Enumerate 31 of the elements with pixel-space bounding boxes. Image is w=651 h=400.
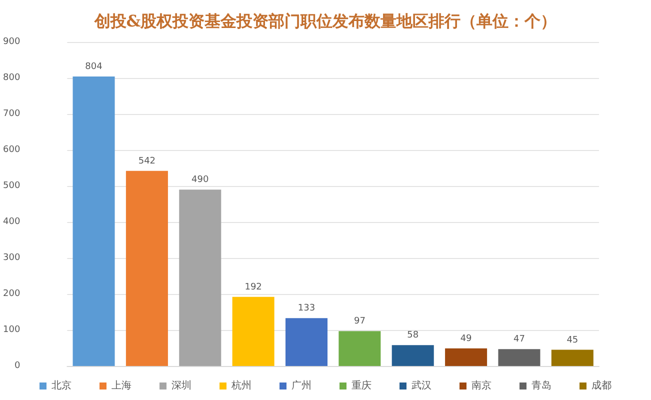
data-label: 804 — [85, 62, 103, 72]
y-tick-label: 500 — [2, 181, 20, 191]
legend-label: 深圳 — [172, 380, 192, 392]
y-tick-label: 400 — [2, 217, 20, 227]
data-label: 58 — [407, 330, 419, 341]
legend-label: 成都 — [592, 380, 612, 392]
data-label: 490 — [192, 175, 209, 186]
y-tick-label: 300 — [2, 253, 20, 263]
legend-label: 上海 — [112, 380, 132, 392]
legend-label: 武汉 — [412, 380, 432, 392]
legend-label: 重庆 — [352, 380, 372, 392]
y-tick-label: 800 — [2, 73, 20, 83]
legend-label: 北京 — [52, 380, 72, 392]
legend-label: 广州 — [292, 380, 312, 392]
data-label: 49 — [460, 334, 472, 344]
data-label: 192 — [244, 282, 262, 292]
legend-label: 杭州 — [230, 380, 252, 392]
y-tick-label: 200 — [2, 289, 20, 299]
y-tick-label: 100 — [2, 325, 20, 335]
y-tick-label: 700 — [2, 109, 20, 119]
data-label: 542 — [138, 156, 156, 166]
data-label: 97 — [354, 316, 366, 327]
y-tick-label: 900 — [2, 37, 20, 47]
data-label: 47 — [514, 334, 525, 345]
legend-label: 青岛 — [532, 380, 552, 392]
data-label: 133 — [298, 304, 316, 314]
data-label: 45 — [566, 335, 578, 346]
legend-label: 南京 — [472, 380, 492, 392]
chart-title: 创投&股权投资基金投资部门职位发布数量地区排行（单位：个） — [93, 12, 557, 30]
y-tick-label: 600 — [2, 145, 20, 155]
y-tick-label: 0 — [14, 361, 20, 371]
